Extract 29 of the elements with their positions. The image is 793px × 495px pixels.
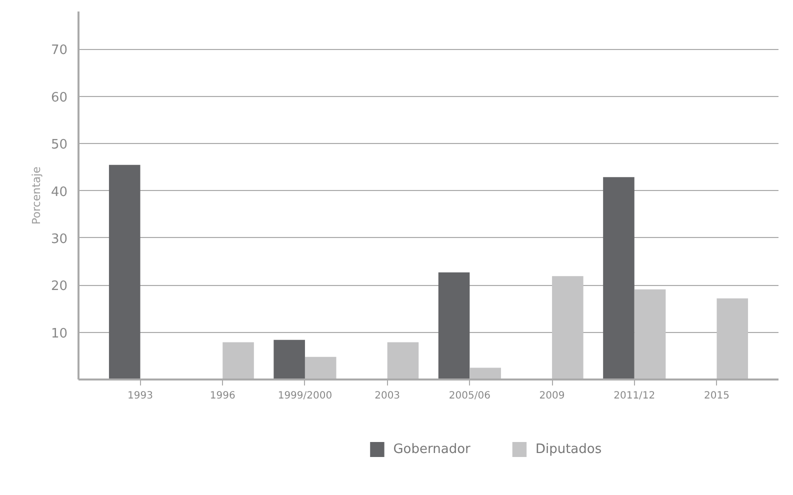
y-axis-title: Porcentaje	[30, 166, 43, 224]
bar	[108, 164, 140, 380]
bar	[716, 298, 748, 380]
legend-label: Gobernador	[393, 442, 472, 457]
bar	[274, 340, 305, 380]
bar	[552, 276, 584, 380]
bar	[438, 272, 470, 380]
y-tick-label: 40	[50, 184, 68, 200]
legend-label: Diputados	[535, 442, 602, 457]
y-tick-label: 50	[50, 138, 68, 153]
bar	[387, 342, 419, 380]
x-tick-label: 2003	[374, 390, 400, 402]
y-tick-label: 70	[50, 43, 68, 58]
bar	[603, 177, 634, 380]
x-tick-label: 2011/12	[614, 390, 656, 402]
x-tick-label: 2015	[704, 390, 730, 402]
y-tick-label: 60	[50, 90, 68, 106]
y-tick-label: 20	[50, 279, 68, 294]
x-tick-label: 1996	[210, 390, 236, 402]
bar	[634, 289, 666, 380]
bar	[304, 356, 336, 380]
x-tick-label: 1999/2000	[278, 390, 332, 402]
bar	[222, 342, 254, 380]
x-tick-label: 2009	[539, 390, 565, 402]
y-tick-label: 10	[50, 326, 68, 342]
x-tick-label: 1993	[128, 390, 153, 402]
bar	[470, 368, 501, 380]
y-tick-label: 30	[50, 232, 68, 247]
x-tick-label: 2005/06	[448, 390, 490, 402]
